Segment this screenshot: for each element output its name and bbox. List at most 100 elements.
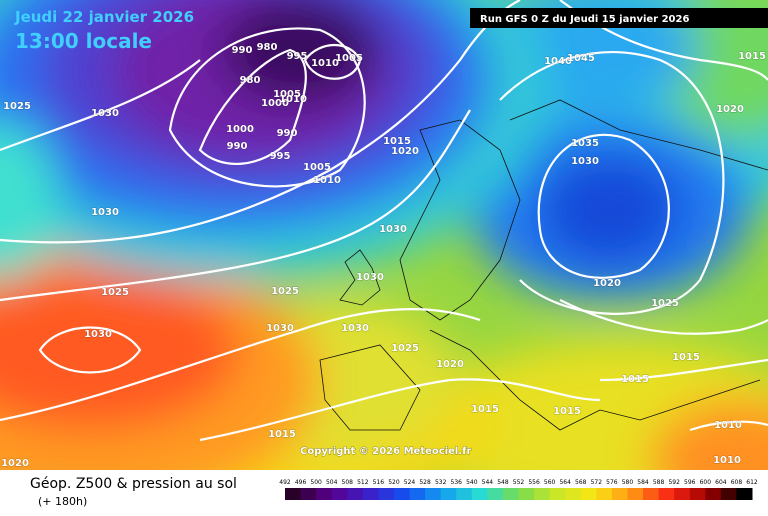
- scale-swatch: [331, 488, 348, 500]
- run-box: [470, 8, 768, 28]
- isobar-label: 1005: [273, 89, 301, 100]
- isobar-label: 1010: [279, 94, 307, 105]
- scale-label: 500: [310, 479, 322, 486]
- scale-label: 572: [591, 479, 603, 486]
- scale-swatch: [658, 488, 675, 500]
- scale-swatch: [611, 488, 628, 500]
- scale-label: 512: [357, 479, 369, 486]
- scale-label: 596: [684, 479, 696, 486]
- scale-swatch: [440, 488, 457, 500]
- scale-label: 564: [559, 479, 571, 486]
- isobar-label: 1000: [226, 124, 254, 135]
- scale-label: 612: [746, 479, 758, 486]
- scale-swatch: [534, 488, 551, 500]
- scale-label: 516: [373, 479, 385, 486]
- scale-label: 600: [700, 479, 712, 486]
- scale-label: 584: [637, 479, 649, 486]
- scale-label: 496: [295, 479, 307, 486]
- scale-label: 504: [326, 479, 338, 486]
- scale-label: 556: [528, 479, 540, 486]
- scale-label: 536: [451, 479, 463, 486]
- isobar-label: 995: [287, 51, 308, 62]
- forecast-lead: (+ 180h): [38, 495, 87, 508]
- scale-swatch: [285, 488, 302, 500]
- scale-label: 548: [497, 479, 509, 486]
- isobar-label: 1010: [313, 175, 341, 186]
- isobar-label: 1015: [471, 404, 499, 415]
- isobar-label: 1005: [335, 53, 363, 64]
- isobar-label: 1025: [101, 287, 129, 298]
- run-info: Run GFS 0 Z du Jeudi 15 janvier 2026: [480, 14, 689, 25]
- scale-swatch: [347, 488, 364, 500]
- scale-label: 492: [279, 479, 291, 486]
- scale-label: 588: [653, 479, 665, 486]
- isobar-label: 1005: [303, 162, 331, 173]
- isobar-label: 1025: [3, 101, 31, 112]
- scale-swatch: [705, 488, 722, 500]
- isobar-label: 1015: [383, 136, 411, 147]
- isobar-label: 1020: [716, 104, 744, 115]
- isobar-label: 1030: [84, 329, 112, 340]
- isobars: [0, 0, 768, 442]
- scale-label: 552: [513, 479, 525, 486]
- isobar-label: 1030: [266, 323, 294, 334]
- copyright: Copyright © 2026 Meteociel.fr: [300, 446, 471, 457]
- scale-swatch: [409, 488, 426, 500]
- isobar-label: 1030: [91, 108, 119, 119]
- scale-label: 576: [606, 479, 618, 486]
- scale-label: 508: [342, 479, 354, 486]
- isobar-label: 1035: [571, 138, 599, 149]
- isobar-label: 1000: [261, 98, 289, 109]
- isobar-label: 1045: [567, 53, 595, 64]
- scale-swatch: [362, 488, 379, 500]
- isobar-label: 980: [257, 42, 278, 53]
- isobar-label: 1030: [571, 156, 599, 167]
- isobar-label: 980: [240, 75, 261, 86]
- color-scale: 492 496 500 504 508 512 516 520 524 528 532 536 540 5…: [279, 479, 758, 500]
- isobar-label: 990: [277, 128, 298, 139]
- isobar-label: 1030: [91, 207, 119, 218]
- scale-swatch: [425, 488, 442, 500]
- isobar-label: 990: [232, 45, 253, 56]
- scale-swatch: [580, 488, 597, 500]
- scale-label: 544: [482, 479, 494, 486]
- isobar-label: 1030: [379, 224, 407, 235]
- isobar-label: 1010: [714, 420, 742, 431]
- scale-swatch: [316, 488, 333, 500]
- scale-swatch: [596, 488, 613, 500]
- scale-swatch: [643, 488, 660, 500]
- scale-label: 540: [466, 479, 478, 486]
- scale-swatch: [300, 488, 317, 500]
- isobar-label: 1015: [621, 374, 649, 385]
- scale-swatch: [378, 488, 395, 500]
- isobar-label: 1020: [436, 359, 464, 370]
- scale-label: 592: [668, 479, 680, 486]
- scale-label: 568: [575, 479, 587, 486]
- isobar-label: 1025: [651, 298, 679, 309]
- scale-label: 524: [404, 479, 416, 486]
- scale-swatch: [471, 488, 488, 500]
- isobar-label: 1030: [341, 323, 369, 334]
- scale-swatch: [627, 488, 644, 500]
- scale-swatch: [456, 488, 473, 500]
- isobar-label: 1015: [672, 352, 700, 363]
- scale-swatch: [689, 488, 706, 500]
- scale-swatch: [549, 488, 566, 500]
- forecast-date: Jeudi 22 janvier 2026: [14, 8, 194, 26]
- isobar-label: 1010: [713, 455, 741, 466]
- scale-swatch: [674, 488, 691, 500]
- isobar-label: 995: [270, 151, 291, 162]
- scale-label: 520: [388, 479, 400, 486]
- scale-label: 608: [731, 479, 743, 486]
- scale-swatch: [565, 488, 582, 500]
- scale-swatch: [393, 488, 411, 500]
- isobar-label: 990: [227, 141, 248, 152]
- scale-swatch: [736, 488, 753, 500]
- isobar-label: 1020: [1, 458, 29, 469]
- scale-label: 604: [715, 479, 727, 486]
- scale-swatch: [487, 488, 504, 500]
- isobar-label: 1020: [391, 146, 419, 157]
